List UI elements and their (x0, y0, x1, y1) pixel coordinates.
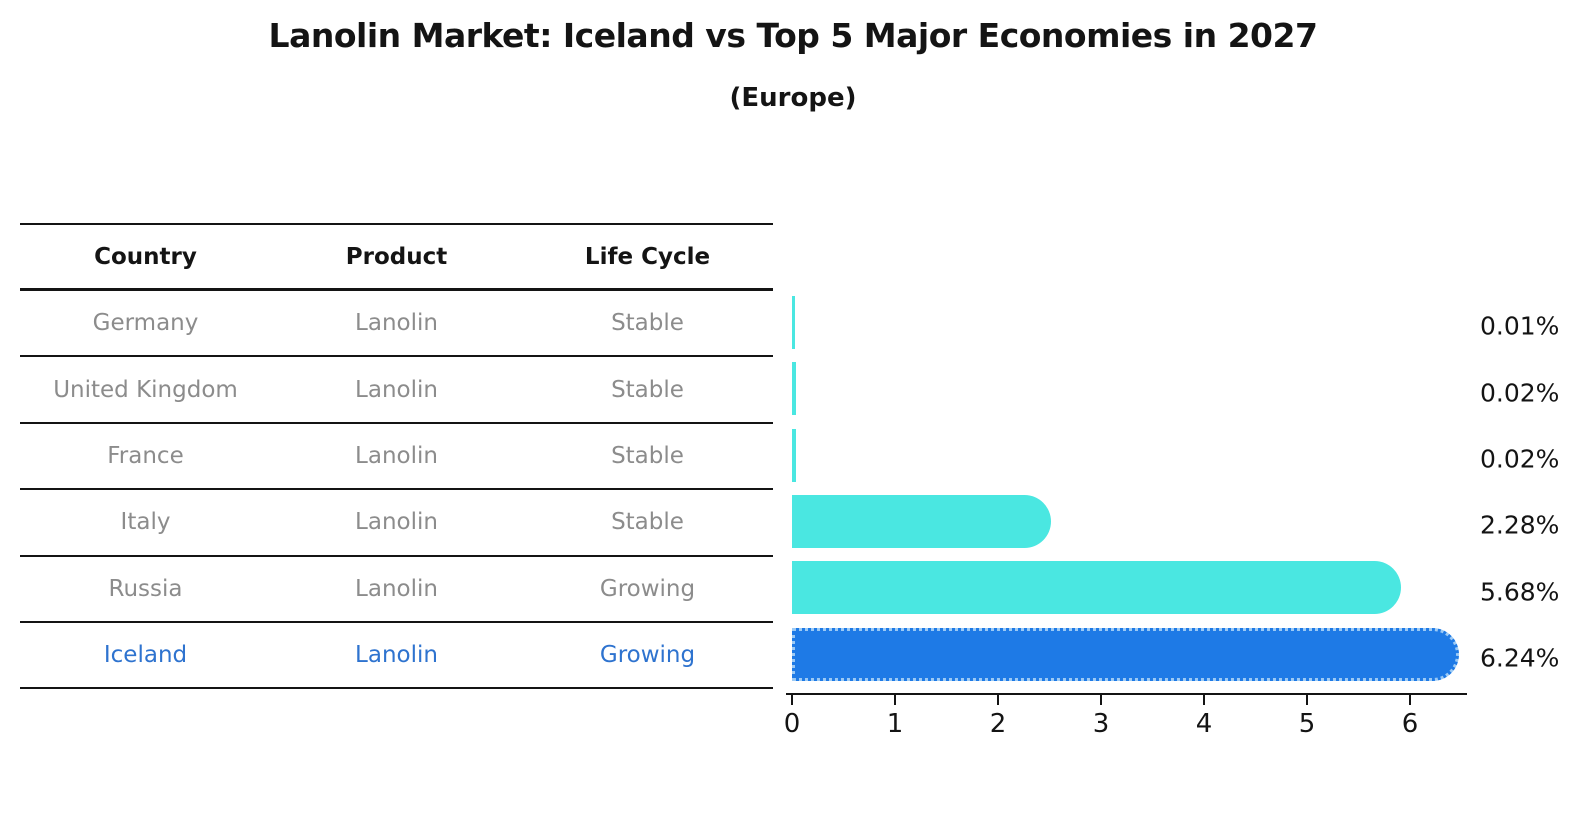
table-header-product: Product (345, 243, 448, 270)
table-cell-product: Lanolin (355, 642, 438, 669)
value-label-france: 0.02% (1480, 444, 1560, 474)
x-axis-tick-label: 5 (1298, 709, 1316, 739)
table-cell-country: Russia (108, 575, 183, 602)
table-cell-life-cycle: Stable (611, 509, 684, 536)
table-row: Russia Lanolin Growing (20, 557, 773, 623)
table-cell-life-cycle: Stable (611, 442, 684, 469)
table-cell-country: United Kingdom (53, 376, 238, 403)
x-axis-tick-label: 2 (989, 709, 1007, 739)
x-axis-tick (1306, 695, 1308, 705)
table-cell-product: Lanolin (355, 575, 438, 602)
bar-united-kingdom (792, 362, 796, 416)
value-label-iceland: 6.24% (1480, 643, 1560, 673)
page-subtitle: (Europe) (729, 83, 857, 113)
x-axis-tick (1203, 695, 1205, 705)
table-header-lifecycle: Life Cycle (584, 243, 711, 270)
x-axis-tick (1100, 695, 1102, 705)
value-label-russia: 5.68% (1480, 577, 1560, 607)
x-axis-line (786, 693, 1467, 695)
table-cell-product: Lanolin (355, 509, 438, 536)
table-rows: Germany Lanolin Stable United Kingdom Lanoli… (20, 291, 773, 690)
x-axis-tick (997, 695, 999, 705)
value-label-united-kingdom: 0.02% (1480, 378, 1560, 408)
comparison-table: Country Product Life Cycle Germany Lanoli… (20, 223, 773, 690)
page-title: Lanolin Market: Iceland vs Top 5 Major E… (268, 16, 1318, 55)
table-cell-life-cycle: Stable (611, 376, 684, 403)
bar-italy (792, 494, 1051, 548)
bar-iceland (792, 627, 1459, 681)
bar-germany (792, 295, 795, 349)
x-axis-tick-label: 6 (1401, 709, 1419, 739)
table-row: Iceland Lanolin Growing (20, 623, 773, 690)
table-cell-life-cycle: Growing (599, 642, 696, 669)
table-cell-life-cycle: Growing (599, 575, 696, 602)
table-row: Italy Lanolin Stable (20, 490, 773, 557)
x-axis-tick-label: 3 (1092, 709, 1110, 739)
x-axis-tick-label: 1 (886, 709, 904, 739)
x-axis-tick-label: 4 (1195, 709, 1213, 739)
table-row: Germany Lanolin Stable (20, 291, 773, 358)
table-cell-country: Germany (92, 310, 199, 337)
table-row: France Lanolin Stable (20, 424, 773, 491)
x-axis-tick (1409, 695, 1411, 705)
table-cell-product: Lanolin (355, 376, 438, 403)
value-label-germany: 0.01% (1480, 311, 1560, 341)
table-cell-country: Italy (120, 509, 171, 536)
table-cell-country: France (107, 442, 184, 469)
x-axis-tick (791, 695, 793, 705)
table-cell-product: Lanolin (355, 442, 438, 469)
table-cell-country: Iceland (103, 642, 188, 669)
table-cell-product: Lanolin (355, 310, 438, 337)
bar-russia (792, 561, 1402, 615)
value-label-italy: 2.28% (1480, 510, 1560, 540)
table-header-country: Country (94, 243, 197, 270)
table-row: United Kingdom Lanolin Stable (20, 357, 773, 424)
x-axis-tick-label: 0 (783, 709, 801, 739)
table-header-row: Country Product Life Cycle (20, 225, 773, 291)
table-cell-life-cycle: Stable (611, 310, 684, 337)
bar-france (792, 428, 796, 482)
x-axis-tick (894, 695, 896, 705)
